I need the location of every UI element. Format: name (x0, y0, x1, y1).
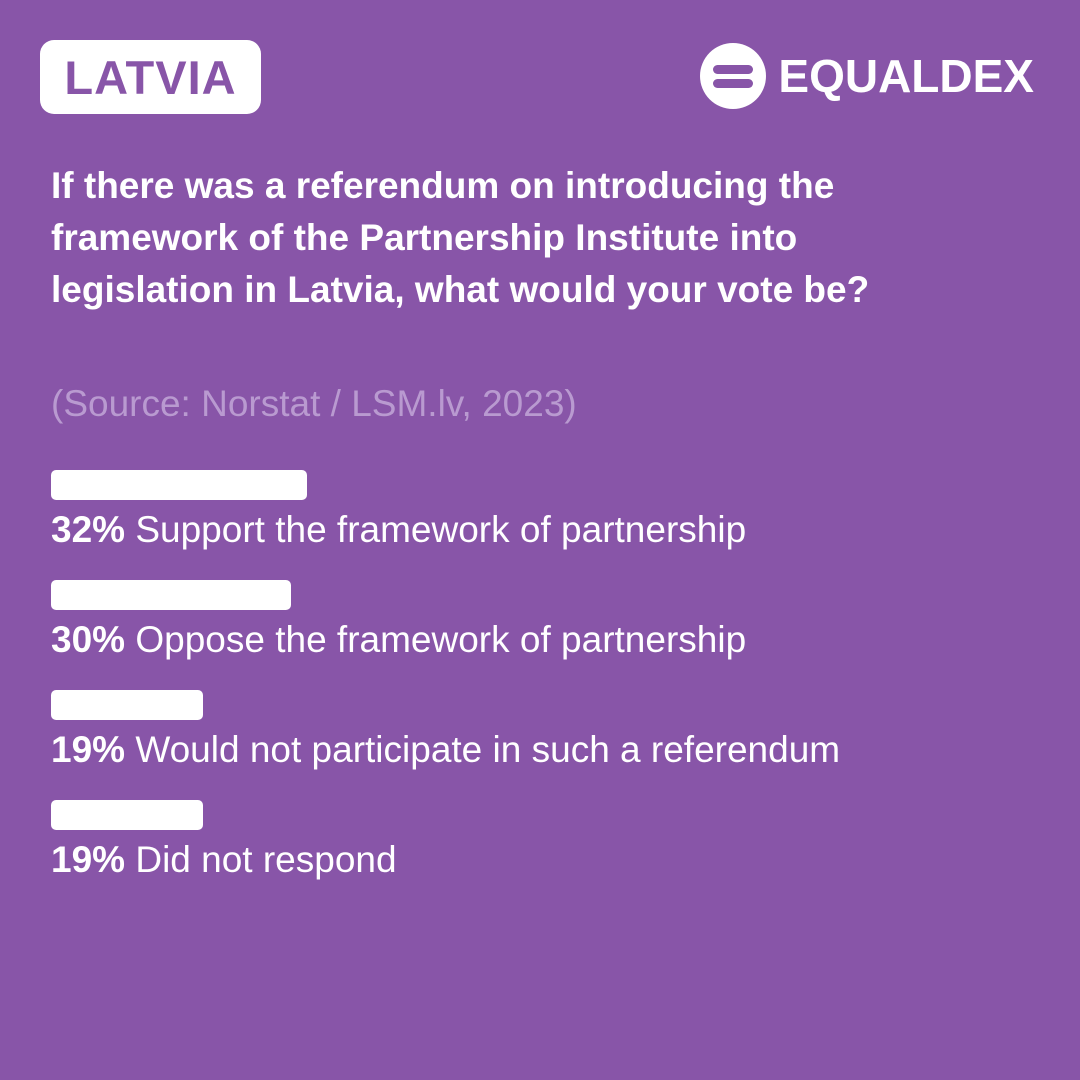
survey-question: If there was a referendum on introducing… (51, 165, 870, 310)
brand-name: EQUALDEX (778, 50, 1034, 102)
bar (51, 800, 203, 830)
bar-label: 32% Support the framework of partnership (51, 508, 746, 552)
bar-category-label: Oppose the framework of partnership (135, 619, 747, 660)
bar-category-label: Did not respond (135, 839, 397, 880)
equaldex-logo-icon (700, 43, 767, 109)
bar-value-label: 30% (51, 619, 126, 660)
country-badge: LATVIA (40, 40, 261, 114)
bar (51, 580, 291, 610)
bar (51, 470, 307, 500)
bar-label: 19% Would not participate in such a refe… (51, 728, 840, 772)
brand-logo: EQUALDEX (700, 42, 1034, 110)
bar (51, 690, 203, 720)
bar-value-label: 32% (51, 509, 126, 550)
bar-category-label: Support the framework of partnership (135, 509, 747, 550)
bar-label: 30% Oppose the framework of partnership (51, 618, 746, 662)
bar-value-label: 19% (51, 729, 126, 770)
source-note: (Source: Norstat / LSM.lv, 2023) (51, 383, 577, 424)
bar-label: 19% Did not respond (51, 838, 397, 882)
bar-category-label: Would not participate in such a referend… (135, 729, 841, 770)
bar-value-label: 19% (51, 839, 126, 880)
